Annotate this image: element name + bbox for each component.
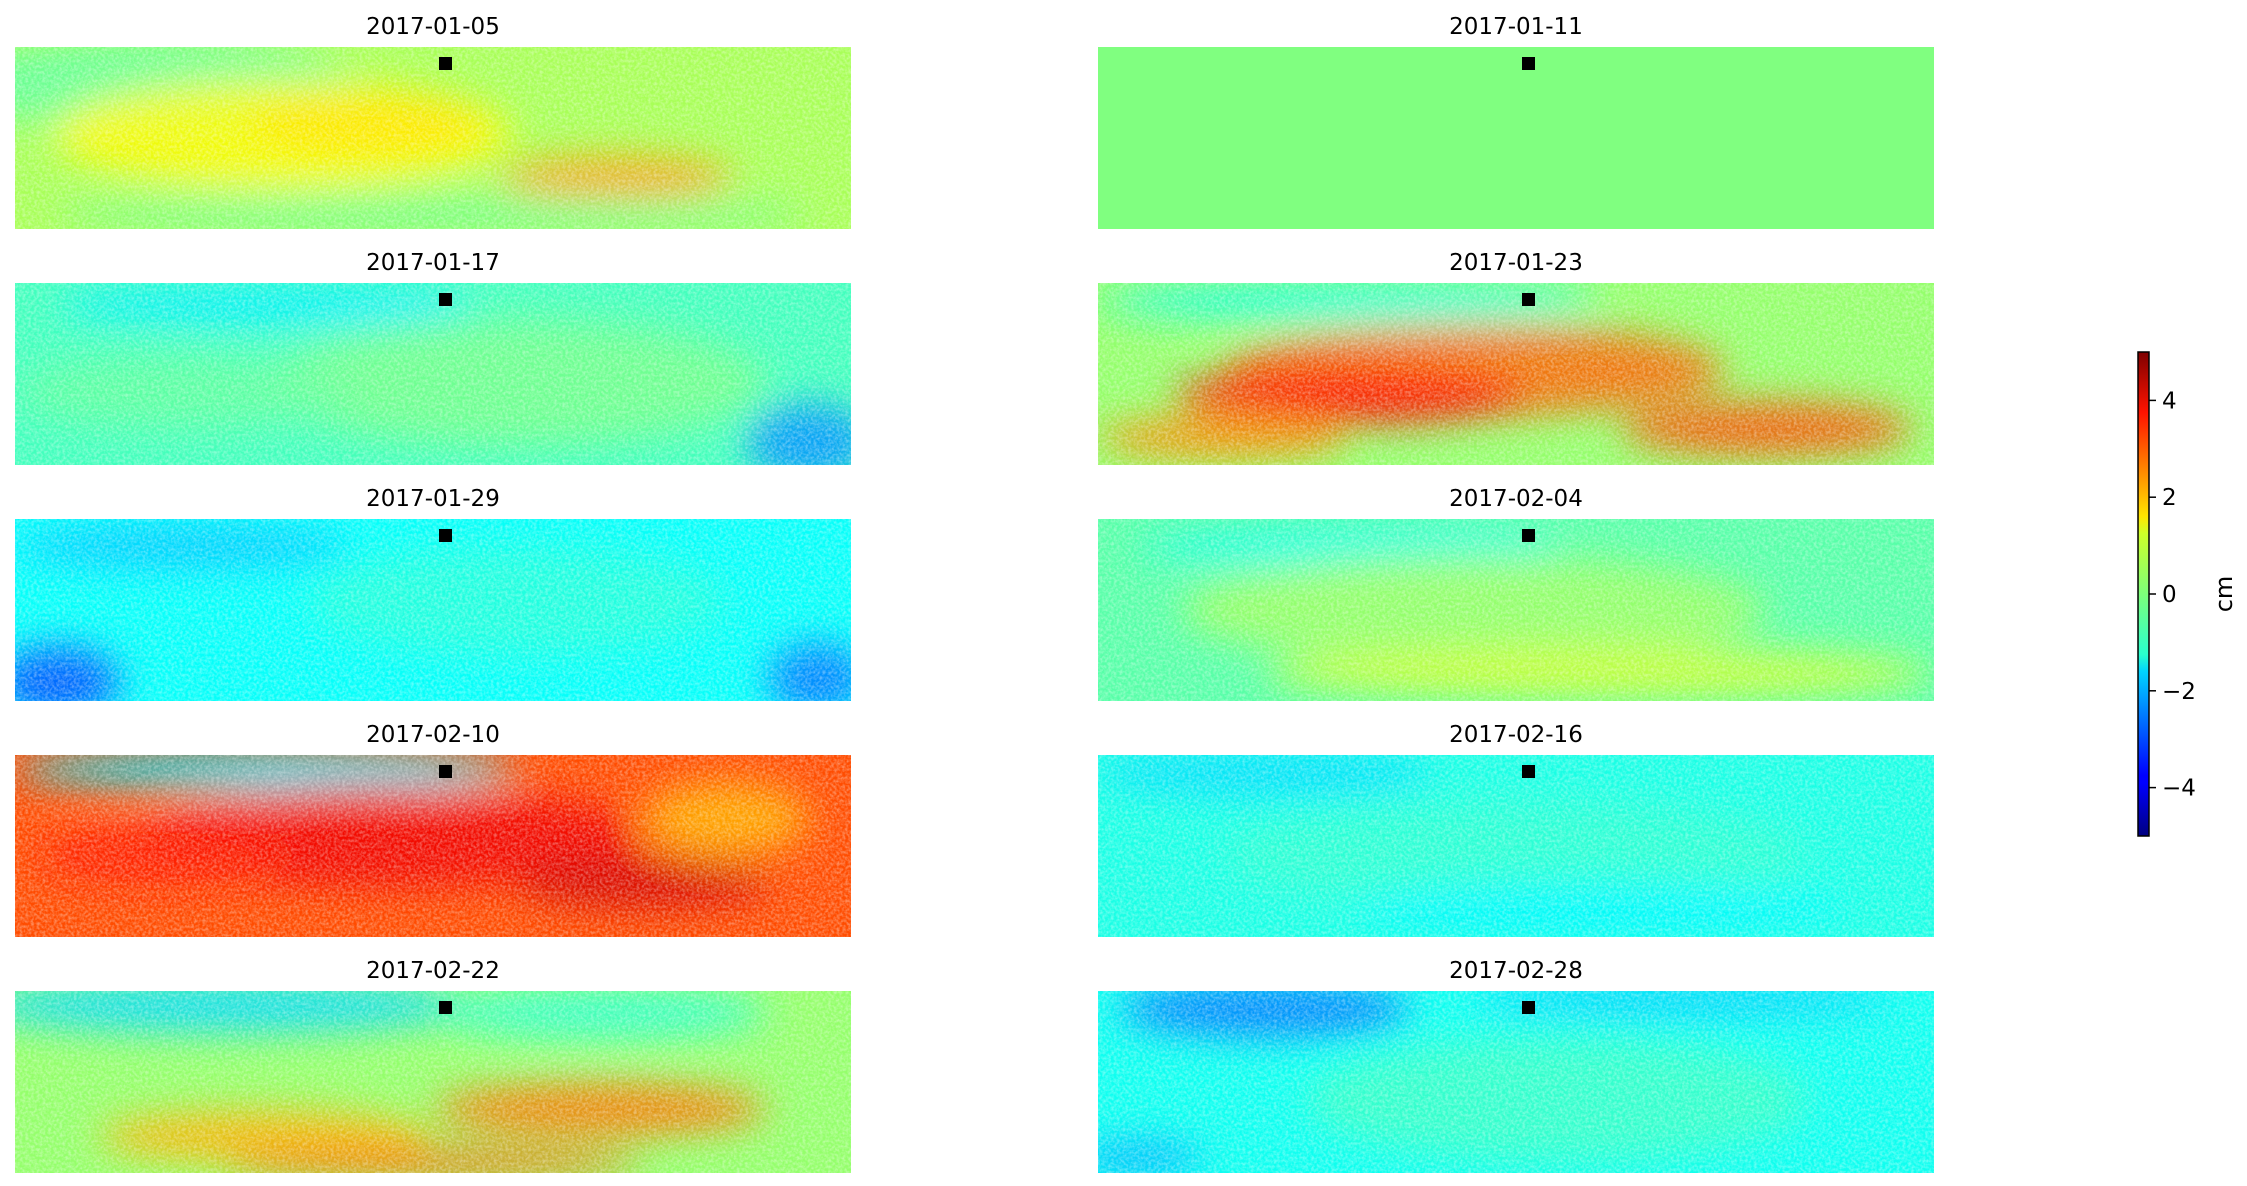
panel-title: 2017-01-11 [1449,14,1583,40]
panel-title: 2017-02-28 [1449,958,1583,984]
panel-title: 2017-02-16 [1449,722,1583,748]
displacement-field [15,519,851,701]
map-panel: 2017-02-04 [1098,486,1934,701]
speckle-texture [15,519,851,701]
reference-marker [439,1001,452,1014]
reference-marker [1522,1001,1535,1014]
panel-title: 2017-01-29 [366,486,500,512]
speckle-texture [1098,991,1934,1173]
reference-marker [439,57,452,70]
displacement-field [1098,519,1934,701]
map-panel: 2017-01-05 [15,14,851,229]
displacement-field [1098,755,1934,937]
colorbar-tick-label: 4 [2162,388,2177,414]
panels-grid: 2017-01-05 2017-01-11 2017-01-17 2017-01-23… [15,14,1934,1173]
map-panel: 2017-01-17 [15,250,851,465]
colorbar-tick-label: −4 [2162,776,2196,802]
displacement-field [1098,47,1934,229]
speckle-texture [1098,283,1934,465]
reference-marker [1522,529,1535,542]
displacement-field [15,47,851,229]
map-panel: 2017-01-29 [15,486,851,701]
speckle-texture [15,47,851,229]
speckle-texture [15,755,851,937]
map-panel: 2017-02-10 [15,722,851,937]
speckle-texture [1098,755,1934,937]
reference-marker [1522,765,1535,778]
displacement-field [15,283,851,465]
panel-title: 2017-02-10 [366,722,500,748]
map-panel: 2017-02-28 [1098,958,1934,1173]
reference-marker [1522,293,1535,306]
map-panel: 2017-01-11 [1098,14,1934,229]
displacement-field [15,755,851,937]
colorbar-tick-label: −2 [2162,679,2196,705]
panel-title: 2017-01-17 [366,250,500,276]
colorbar: 4 2 0 −2 −4 cm [2137,351,2238,837]
colorbar-label: cm [2210,576,2238,613]
speckle-texture [1098,519,1934,701]
reference-marker [1522,57,1535,70]
displacement-field [1098,991,1934,1173]
displacement-field [1098,283,1934,465]
speckle-texture [15,283,851,465]
map-panel: 2017-02-22 [15,958,851,1173]
reference-marker [439,765,452,778]
reference-marker [439,529,452,542]
displacement-field [15,991,851,1173]
reference-marker [439,293,452,306]
panel-title: 2017-02-22 [366,958,500,984]
colorbar-ticks: 4 2 0 −2 −4 [2149,388,2196,802]
speckle-texture [15,991,851,1173]
field-background [1098,47,1934,229]
panel-title: 2017-01-05 [366,14,500,40]
colorbar-gradient [2137,351,2150,837]
map-panel: 2017-01-23 [1098,250,1934,465]
map-panel: 2017-02-16 [1098,722,1934,937]
colorbar-tick-label: 2 [2162,485,2177,511]
colorbar-tick-label: 0 [2162,582,2177,608]
panel-title: 2017-01-23 [1449,250,1583,276]
panel-title: 2017-02-04 [1449,486,1583,512]
